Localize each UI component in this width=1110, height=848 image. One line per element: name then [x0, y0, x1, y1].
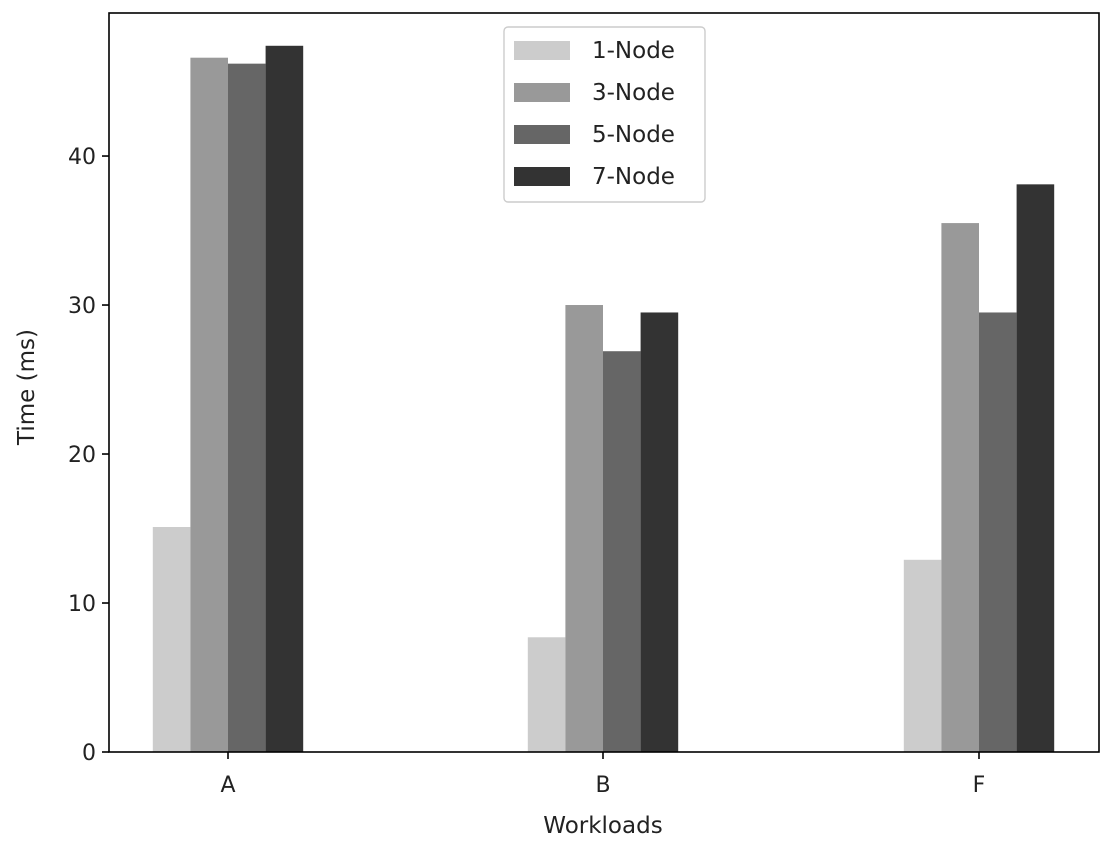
- x-tick-label: A: [220, 773, 235, 798]
- legend-label-3-node: 3-Node: [592, 80, 675, 106]
- legend-label-7-node: 7-Node: [592, 164, 675, 190]
- legend-swatch-7-node: [514, 167, 570, 186]
- legend-swatch-3-node: [514, 83, 570, 102]
- axes-layer: 0 10 20 30 40 A B F: [68, 12, 1100, 798]
- legend: 1-Node 3-Node 5-Node 7-Node: [503, 26, 706, 203]
- bar-7-node-a: [265, 45, 304, 752]
- legend-swatch-1-node: [514, 41, 570, 60]
- x-tick-label: F: [973, 773, 986, 798]
- y-tick-label: 40: [68, 145, 96, 170]
- bar-1-node-a: [152, 527, 191, 752]
- legend-label-1-node: 1-Node: [592, 38, 675, 64]
- bar-3-node-a: [190, 57, 228, 752]
- x-axis-label: Workloads: [543, 813, 662, 839]
- bar-5-node-f: [979, 312, 1017, 752]
- bar-5-node-b: [603, 351, 641, 752]
- bars-layer: [152, 45, 1055, 753]
- bar-1-node-f: [903, 559, 942, 752]
- legend-label-5-node: 5-Node: [592, 122, 675, 148]
- y-tick-label: 10: [68, 592, 96, 617]
- bar-5-node-a: [228, 63, 266, 753]
- bar-1-node-b: [527, 637, 566, 752]
- bar-7-node-f: [1016, 184, 1055, 753]
- y-tick-label: 20: [68, 443, 96, 468]
- bar-3-node-f: [941, 223, 979, 752]
- y-tick-label: 30: [68, 294, 96, 319]
- y-tick-label: 0: [82, 741, 96, 766]
- bar-7-node-b: [640, 312, 679, 752]
- legend-box: [503, 26, 706, 203]
- bar-3-node-b: [565, 305, 603, 752]
- x-tick-label: B: [595, 773, 610, 798]
- legend-swatch-5-node: [514, 125, 570, 144]
- plot-frame: [108, 12, 1100, 753]
- y-axis-label: Time (ms): [14, 329, 40, 446]
